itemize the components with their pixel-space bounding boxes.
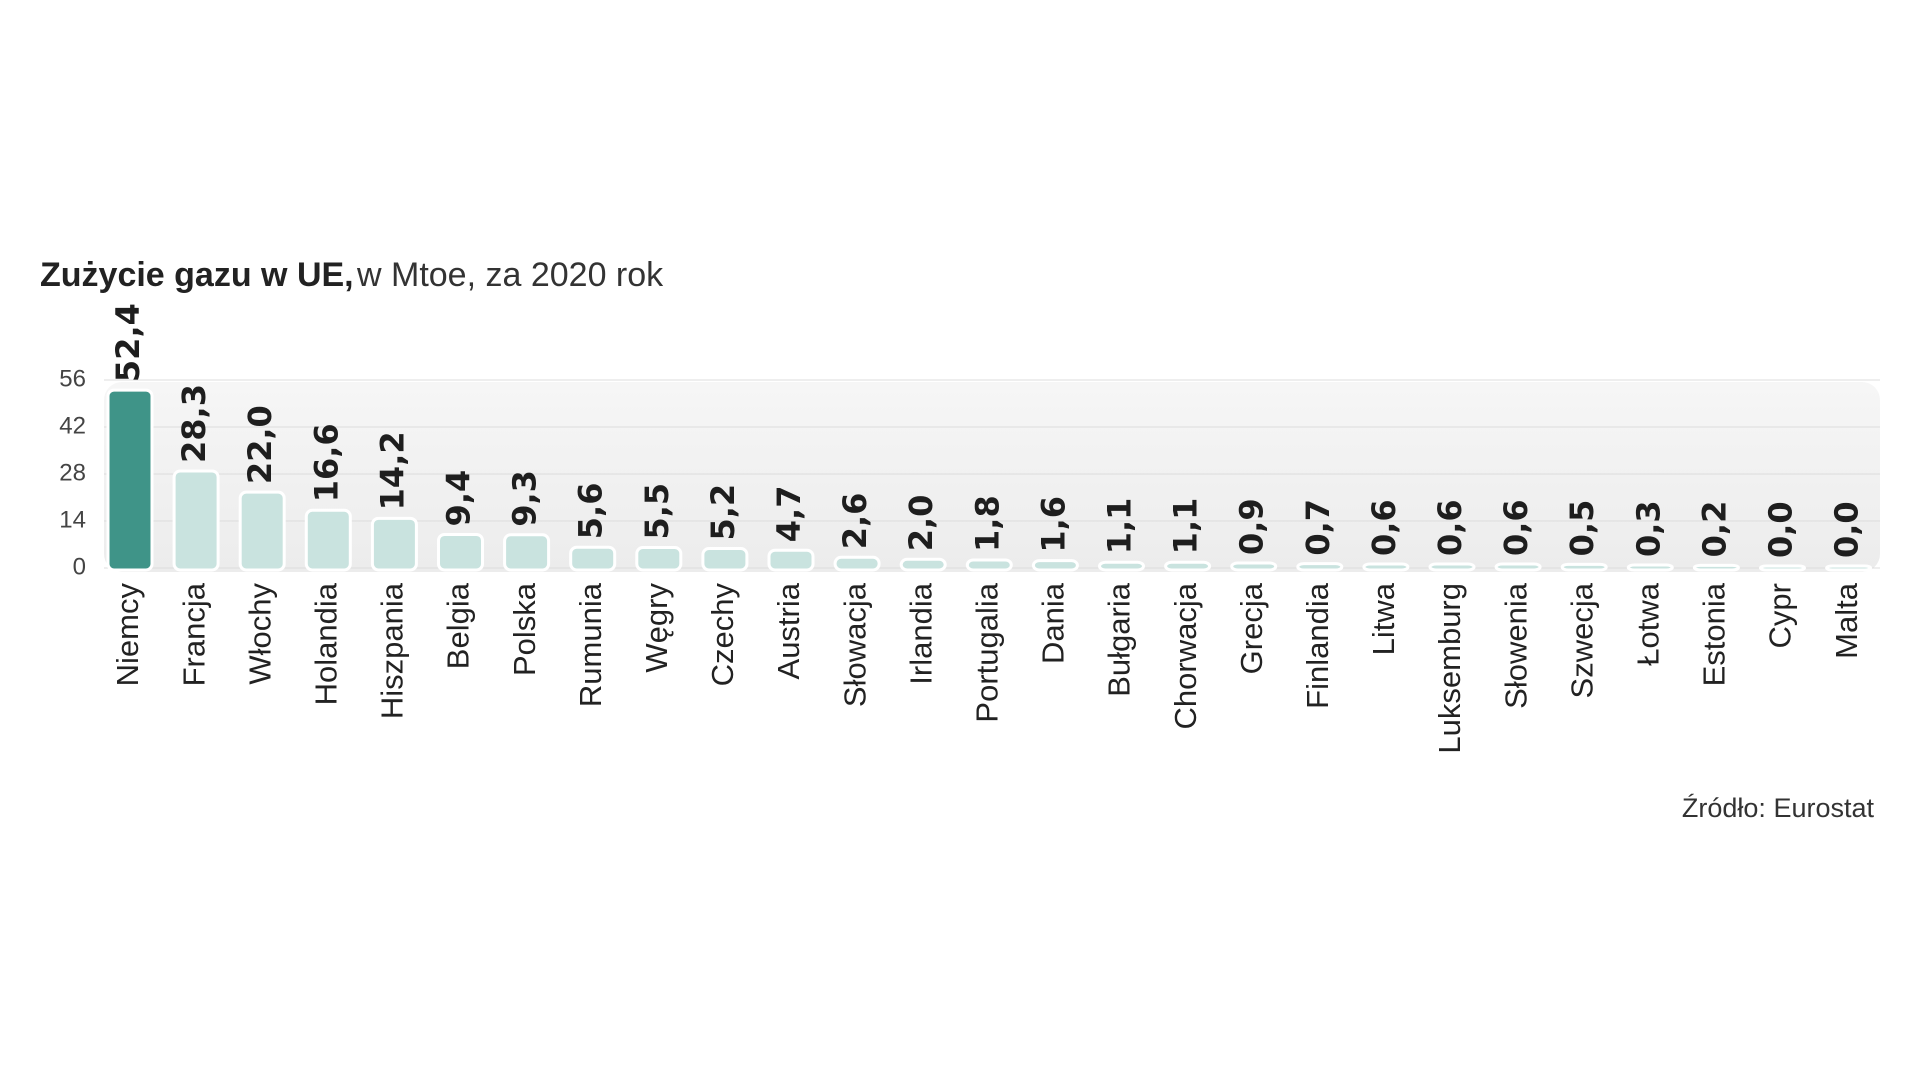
x-tick-label: Bułgaria (1102, 582, 1137, 696)
value-label: 0,7 (1299, 499, 1337, 556)
x-tick-label: Malta (1829, 582, 1864, 659)
y-tick-label: 0 (73, 553, 86, 580)
x-tick-label: Czechy (705, 583, 740, 687)
value-label: 9,3 (506, 470, 544, 527)
bar (304, 508, 352, 572)
value-label: 2,0 (902, 495, 940, 552)
x-tick-label: Dania (1036, 582, 1071, 664)
bar (172, 469, 220, 572)
value-label: 0,0 (1762, 501, 1800, 558)
value-label: 52,4 (109, 303, 147, 382)
value-label: 14,2 (373, 431, 411, 510)
value-label: 4,7 (770, 486, 808, 543)
x-tick-label: Łotwa (1630, 582, 1665, 665)
chart-subtitle: w Mtoe, za 2020 rok (356, 256, 664, 294)
bar (503, 533, 551, 572)
x-tick-label: Luksemburg (1432, 583, 1467, 754)
y-tick-label: 28 (59, 459, 86, 486)
bar (899, 557, 947, 572)
x-tick-label: Portugalia (969, 582, 1004, 722)
value-label: 5,2 (704, 484, 742, 541)
bar (1296, 562, 1344, 572)
x-tick-label: Włochy (242, 583, 277, 685)
bar (1759, 564, 1806, 572)
bar (1428, 562, 1476, 572)
x-tick-label: Szwecja (1564, 582, 1599, 698)
bar (1098, 560, 1145, 572)
x-tick-label: Rumunia (573, 582, 608, 707)
bar (370, 516, 418, 572)
bar (635, 546, 683, 572)
bar (1560, 562, 1608, 572)
bar (238, 490, 286, 572)
chart-title: Zużycie gazu w UE, (40, 256, 354, 294)
value-label: 2,6 (836, 493, 874, 550)
bar (106, 388, 154, 572)
bar (1626, 563, 1674, 572)
y-tick-label: 56 (59, 365, 86, 392)
x-tick-label: Irlandia (903, 582, 938, 684)
x-tick-label: Hiszpania (375, 582, 410, 719)
value-label: 5,5 (638, 483, 676, 540)
bar (833, 555, 881, 572)
x-tick-label: Cypr (1763, 583, 1798, 648)
x-tick-label: Estonia (1697, 582, 1732, 686)
bar (1164, 560, 1212, 572)
x-tick-label: Słowenia (1498, 582, 1533, 709)
value-label: 16,6 (307, 423, 345, 502)
x-tick-label: Niemcy (110, 583, 145, 687)
bar (701, 547, 749, 572)
x-tick-label: Chorwacja (1168, 582, 1203, 729)
x-tick-label: Belgia (441, 582, 476, 669)
plot-background (104, 382, 1880, 572)
x-tick-label: Litwa (1366, 582, 1401, 655)
value-label: 0,6 (1497, 499, 1535, 556)
value-label: 1,1 (1101, 498, 1139, 555)
x-tick-label: Francja (176, 582, 211, 686)
source: Źródło: Eurostat (1682, 793, 1875, 823)
value-label: 0,3 (1629, 500, 1667, 557)
x-tick-label: Węgry (639, 583, 674, 673)
bar (1692, 563, 1740, 572)
x-tick-label: Polska (507, 582, 542, 676)
value-label: 0,5 (1563, 500, 1601, 557)
value-label: 22,0 (241, 405, 279, 484)
value-label: 5,6 (572, 483, 610, 540)
bar (965, 558, 1013, 572)
value-label: 0,6 (1365, 499, 1403, 556)
value-label: 1,8 (968, 495, 1006, 552)
value-label: 0,0 (1828, 501, 1866, 558)
x-tick-label: Austria (771, 582, 806, 679)
bar (1362, 562, 1410, 572)
x-tick-label: Grecja (1234, 582, 1269, 674)
value-label: 0,6 (1431, 499, 1469, 556)
value-label: 0,2 (1695, 501, 1733, 558)
y-tick-label: 14 (59, 506, 86, 533)
value-label: 0,9 (1233, 498, 1271, 555)
bar (767, 548, 815, 572)
bar (437, 532, 484, 572)
bar (1825, 564, 1873, 572)
value-label: 28,3 (175, 384, 213, 463)
value-label: 1,6 (1034, 496, 1072, 553)
bar (1230, 561, 1278, 572)
x-tick-label: Słowacja (837, 582, 872, 707)
x-tick-label: Holandia (308, 582, 343, 705)
x-tick-label: Finlandia (1300, 582, 1335, 709)
value-label: 1,1 (1167, 498, 1205, 555)
bar (1494, 562, 1542, 572)
bar (569, 545, 617, 572)
value-label: 9,4 (440, 470, 478, 527)
y-tick-label: 42 (59, 412, 86, 439)
bar (1031, 559, 1079, 572)
